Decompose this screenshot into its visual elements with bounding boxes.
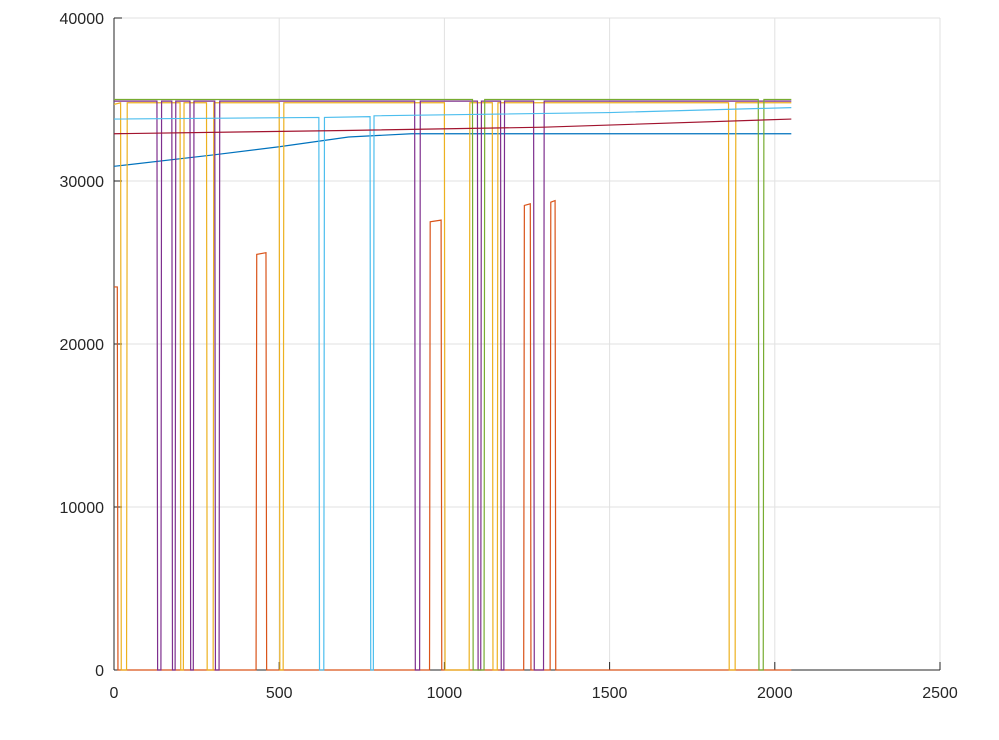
y-tick-label: 10000 — [60, 500, 105, 517]
series-lines — [113, 98, 792, 671]
x-tick-label: 1000 — [427, 685, 463, 702]
x-tick-label: 500 — [266, 685, 293, 702]
series-line-1 — [113, 133, 792, 167]
series-line-5 — [114, 98, 792, 671]
y-tick-label: 30000 — [60, 174, 105, 191]
y-tick-label: 20000 — [60, 337, 105, 354]
tick-labels: 0 500 1000 1500 2000 2500 0 10000 20000 30000 4000… — [60, 11, 958, 702]
series-line-2 — [114, 199, 792, 671]
series-line-6 — [113, 107, 792, 671]
x-tick-label: 1500 — [592, 685, 628, 702]
series-line-4 — [114, 100, 792, 671]
y-tick-label: 40000 — [60, 11, 105, 28]
series-line-7 — [113, 118, 792, 135]
x-tick-label: 0 — [110, 685, 119, 702]
y-tick-label: 0 — [95, 663, 104, 680]
x-tick-label: 2500 — [922, 685, 958, 702]
x-tick-label: 2000 — [757, 685, 793, 702]
grid — [114, 17, 941, 670]
